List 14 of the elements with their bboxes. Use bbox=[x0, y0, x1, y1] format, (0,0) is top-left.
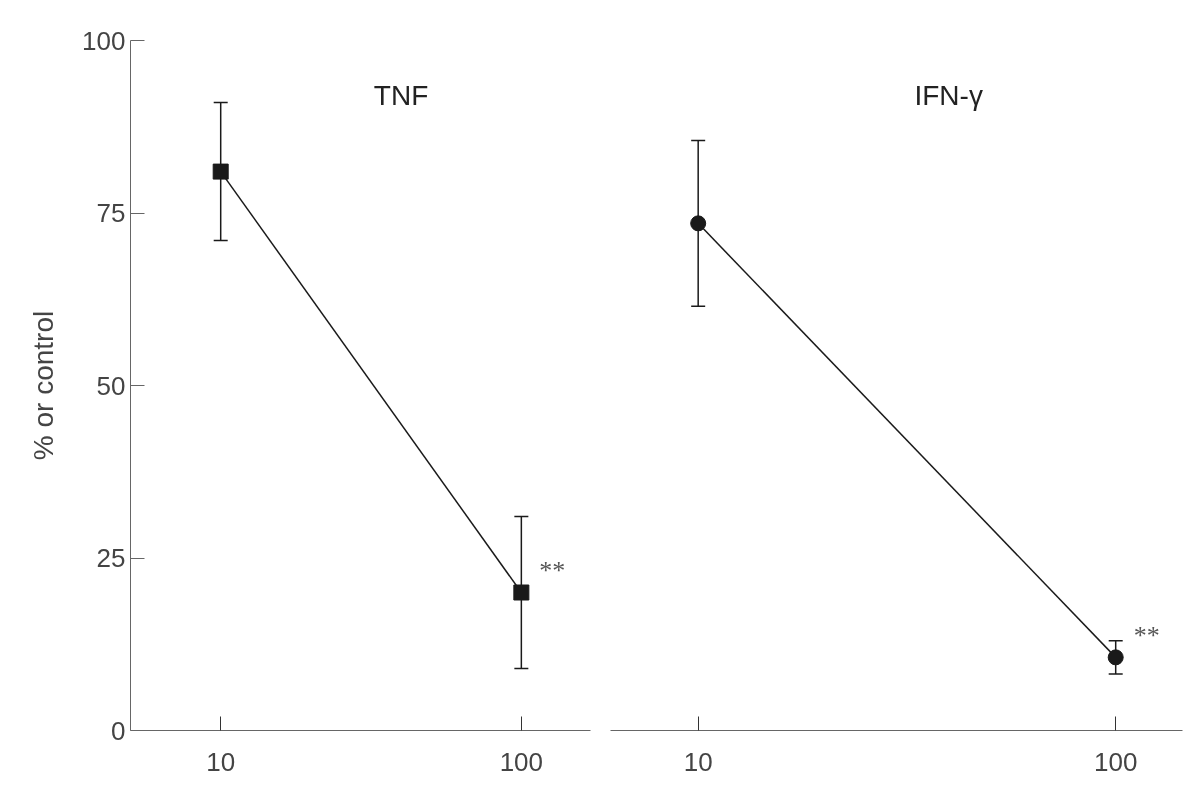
y-tick-label: 75 bbox=[96, 198, 126, 228]
y-tick-label: 50 bbox=[96, 370, 126, 401]
y-tick-label: 25 bbox=[96, 543, 126, 573]
annotation: ** bbox=[539, 556, 566, 585]
x-tick-label: 10 bbox=[206, 746, 236, 777]
annotation: ** bbox=[1133, 620, 1160, 650]
text: TNF bbox=[373, 79, 429, 111]
y-tick-label: 100 bbox=[82, 25, 126, 56]
text: IFN-γ bbox=[914, 79, 983, 111]
y-tick-label: 0 bbox=[111, 715, 126, 746]
y-axis-title: % or control bbox=[28, 310, 60, 461]
x-tick-label: 100 bbox=[1094, 746, 1138, 777]
x-tick-label: 100 bbox=[499, 746, 544, 777]
x-tick-label: 10 bbox=[683, 746, 713, 777]
